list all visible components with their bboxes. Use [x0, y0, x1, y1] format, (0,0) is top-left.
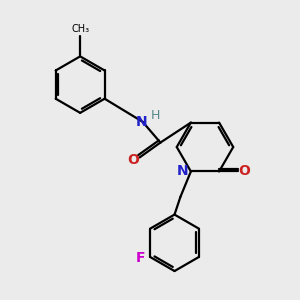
Text: N: N: [136, 115, 148, 129]
Text: O: O: [238, 164, 250, 178]
Text: H: H: [150, 109, 160, 122]
Text: O: O: [127, 153, 139, 167]
Text: N: N: [176, 164, 188, 178]
Text: F: F: [136, 251, 145, 266]
Text: CH₃: CH₃: [71, 24, 89, 34]
